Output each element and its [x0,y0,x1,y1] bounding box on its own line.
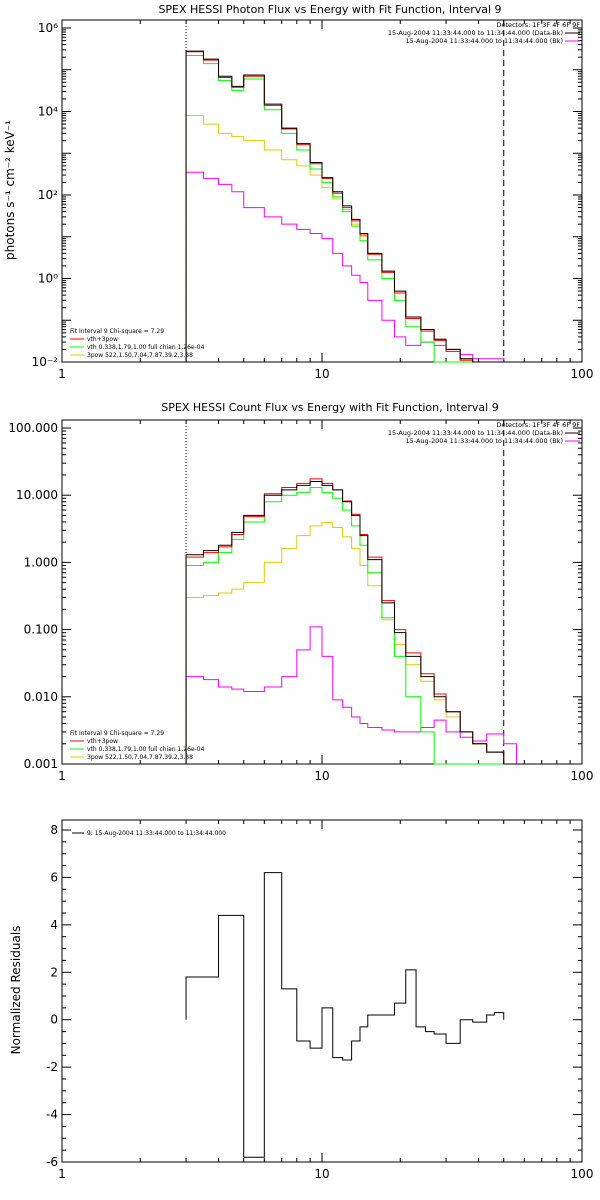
legend-3pow-label: 3pow 522,1.50,7.04,7.87,39.2,3.38 [87,352,193,359]
y-tick-label: 10.000 [16,488,58,502]
photon-flux-fit-legend: Fit Interval 9 Chi-square = 7.29 vth+3po… [70,328,205,359]
x-tick-label: 100 [571,769,594,783]
count-flux-panel: SPEX HESSI Count Flux vs Energy with Fit… [8,401,593,783]
series-bk-line [185,626,518,764]
x-tick-label: 100 [571,367,594,381]
y-tick-label: -6 [46,1155,58,1169]
y-tick-label: 0.001 [24,757,58,771]
x-tick-label: 1 [58,1167,66,1181]
residuals-legend-label: 9: 15-Aug-2004 11:33:44.000 to 11:34:44.… [87,830,226,837]
y-tick-label: 10⁻² [32,355,59,369]
y-tick-label: 1.000 [24,555,58,569]
series-data-line [185,50,517,363]
photon-flux-y-axis-label: photons s⁻¹ cm⁻² keV⁻¹ [3,120,17,260]
x-tick-label: 10 [314,769,329,783]
y-tick-label: 0 [50,1013,58,1027]
y-tick-label: -4 [46,1108,58,1122]
detectors-label: Detectors: 1F 3F 4F 6F 9F [496,21,580,29]
count-flux-title: SPEX HESSI Count Flux vs Energy with Fit… [161,401,498,414]
y-tick-label: 10² [38,188,58,202]
count-flux-fit-legend: Fit Interval 9 Chi-square = 7.29 vth+3po… [70,730,205,761]
legend-vth-label: vth 0.338,1.79,1.00 full chian 1.26e-04 [87,344,205,351]
y-tick-label: 0.010 [24,690,58,704]
x-tick-label: 1 [58,769,66,783]
series-3pow-522-1-50-7-04-7-87--line [185,522,517,765]
legend-vth3pow-label: vth+3pow [87,336,118,343]
detectors-label: Detectors: 1F 3F 4F 6F 9F [496,421,580,429]
residuals-panel: Normalized Residuals 1 10 100 -6 -4 -2 0 2 4 6 8 9… [9,819,594,1181]
x-tick-label: 100 [571,1167,594,1181]
legend-vth-label: vth 0.338,1.79,1.00 full chian 1.26e-04 [87,746,205,753]
background-label: 15-Aug-2004 11:33:44.000 to 11:34:44.000… [406,437,563,445]
series-data-line [185,480,517,765]
photon-flux-title: SPEX HESSI Photon Flux vs Energy with Fi… [158,3,501,16]
y-tick-label: 100.000 [8,421,58,435]
series-9-15-aug-2004-11-33-44-0-line [185,872,505,1158]
legend-vth3pow-label: vth+3pow [87,738,118,745]
y-tick-label: 10⁶ [38,21,58,35]
y-tick-label: 0.100 [24,623,58,637]
count-flux-plot-area: 1 10 100 0.001 0.010 0.100 1.000 10.000 100.000 [8,419,594,783]
data-minus-bk-label: 15-Aug-2004 11:33:44.000 to 11:34:44.000… [388,29,563,37]
y-tick-label: 4 [50,918,58,932]
residuals-plot-area: 1 10 100 -6 -4 -2 0 2 4 6 8 [46,819,594,1181]
photon-flux-plot-area: 1 10 100 10⁻² 10⁰ 10² 10⁴ 10⁶ [32,19,594,381]
residuals-y-axis-label: Normalized Residuals [9,926,23,1055]
count-flux-header-block: Detectors: 1F 3F 4F 6F 9F 15-Aug-2004 11… [388,421,580,445]
y-tick-label: -2 [46,1060,58,1074]
y-tick-label: 6 [50,870,58,884]
data-minus-bk-label: 15-Aug-2004 11:33:44.000 to 11:34:44.000… [388,429,563,437]
y-tick-label: 8 [50,823,58,837]
x-tick-label: 1 [58,367,66,381]
y-tick-label: 2 [50,965,58,979]
photon-flux-header-block: Detectors: 1F 3F 4F 6F 9F 15-Aug-2004 11… [388,21,580,45]
series-vth-0-338-1-79-1-00-full-line [185,487,517,765]
fit-interval-label: Fit Interval 9 Chi-square = 7.29 [70,328,164,335]
x-tick-label: 10 [314,1167,329,1181]
y-tick-label: 10⁴ [38,105,58,119]
photon-flux-panel: SPEX HESSI Photon Flux vs Energy with Fi… [3,3,593,381]
fit-interval-label: Fit Interval 9 Chi-square = 7.29 [70,730,164,737]
y-tick-label: 10⁰ [38,272,58,286]
background-label: 15-Aug-2004 11:33:44.000 to 11:34:44.000… [406,37,563,45]
residuals-legend: 9: 15-Aug-2004 11:33:44.000 to 11:34:44.… [72,830,226,837]
legend-3pow-label: 3pow 522,1.50,7.04,7.87,39.2,3.38 [87,754,193,761]
x-tick-label: 10 [314,367,329,381]
